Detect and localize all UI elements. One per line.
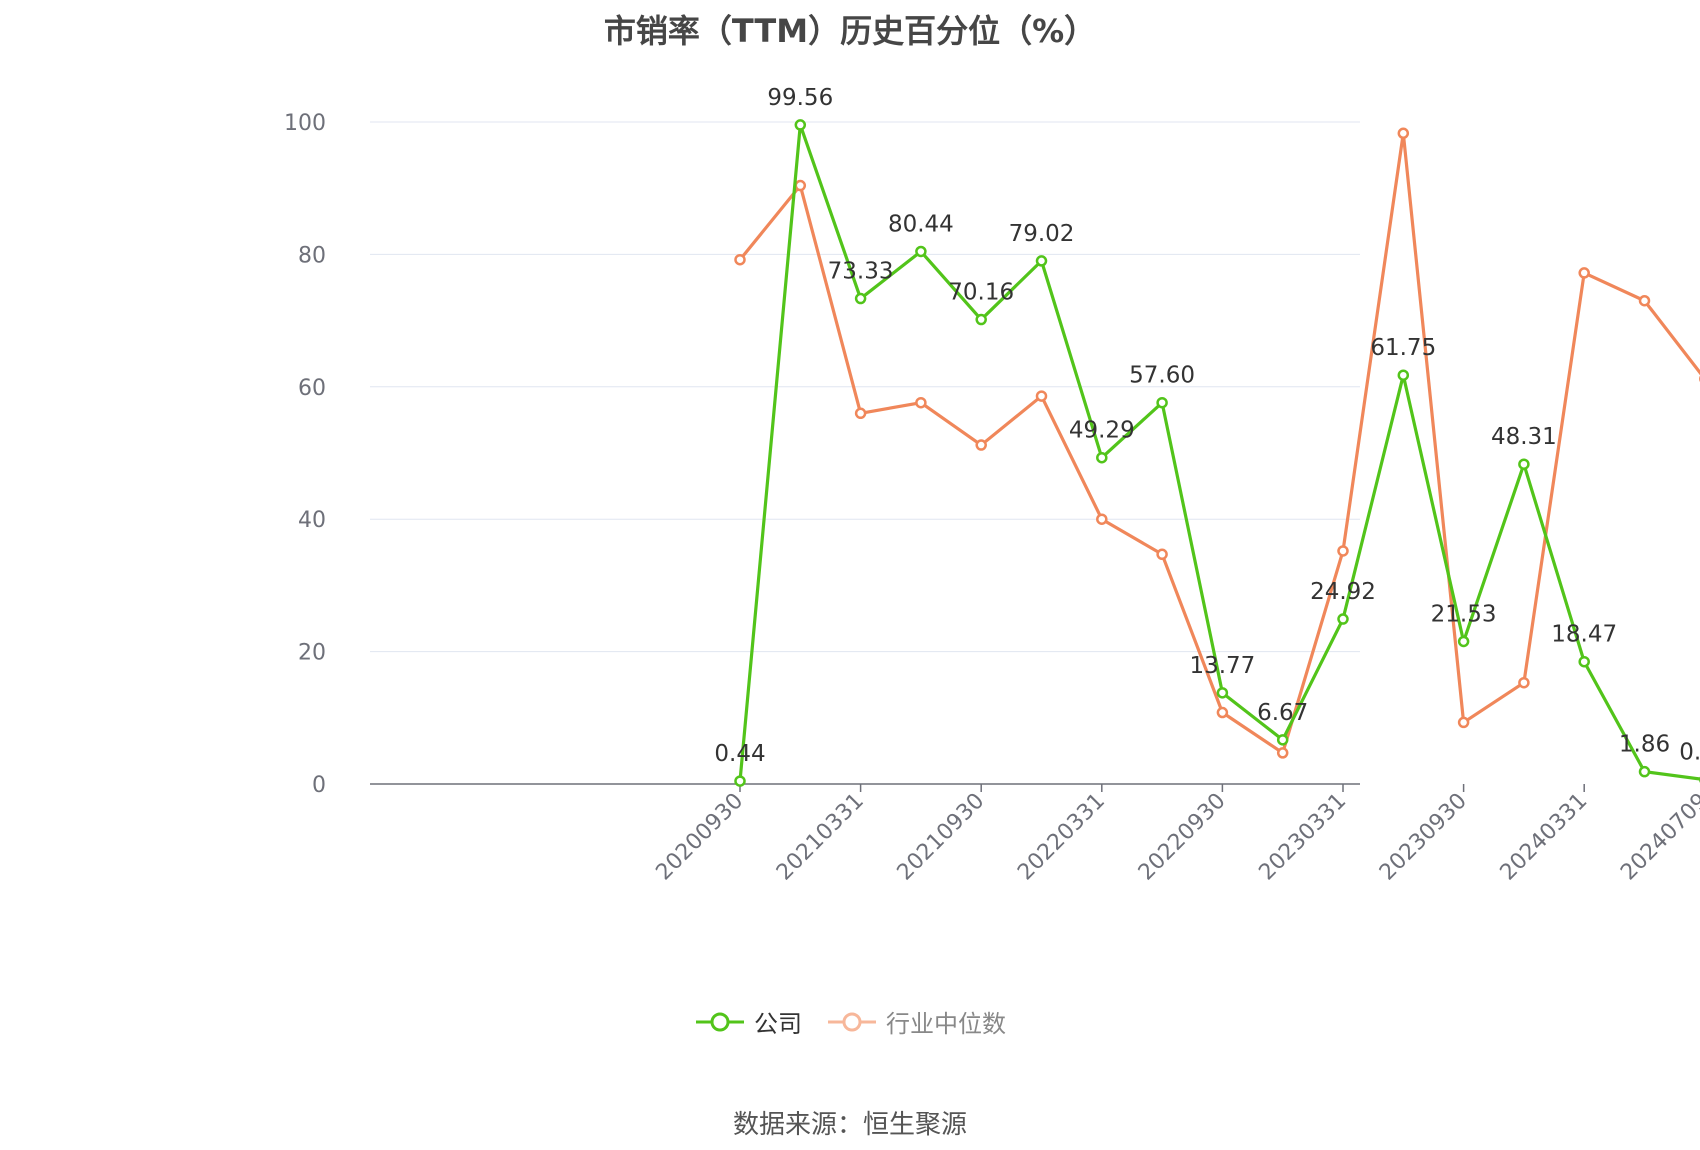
x-tick-label: 20200930: [651, 789, 748, 886]
industry-data-point: [1578, 267, 1590, 279]
legend-item-industry[interactable]: 行业中位数: [826, 1004, 1006, 1039]
company-data-label: 0.66: [1679, 740, 1700, 766]
industry-data-point: [1096, 513, 1108, 525]
legend-industry-line-icon: [828, 1012, 876, 1031]
y-tick-label: 60: [298, 376, 326, 401]
company-data-point: [975, 313, 987, 326]
company-data-point: [854, 292, 867, 305]
industry-data-point: [1337, 545, 1349, 557]
legend: 公司 行业中位数: [0, 1004, 1700, 1039]
x-tick-label: 20220930: [1134, 789, 1231, 886]
y-tick-label: 20: [298, 641, 326, 666]
company-data-label: 21.53: [1431, 601, 1497, 627]
company-data-label: 61.75: [1370, 335, 1436, 361]
industry-data-point: [1518, 676, 1530, 689]
industry-data-point: [1035, 390, 1048, 402]
company-data-point: [1638, 765, 1651, 778]
company-data-label: 57.60: [1129, 363, 1195, 389]
industry-data-point: [1276, 747, 1289, 759]
company-data-label: 73.33: [828, 259, 894, 285]
company-data-label: 99.56: [767, 85, 833, 111]
company-data-point: [1216, 687, 1229, 699]
data-source-note: 数据来源：恒生聚源: [732, 1110, 967, 1140]
industry-data-point: [1156, 548, 1168, 561]
company-series-line: [738, 123, 1700, 782]
legend-item-company[interactable]: 公司: [694, 1004, 802, 1039]
x-tick-label: 20240709: [1616, 789, 1700, 886]
x-tick-label: 20210930: [893, 789, 990, 886]
x-tick-label: 20230930: [1375, 789, 1472, 886]
company-data-label: 1.86: [1619, 732, 1670, 758]
industry-data-point: [1457, 716, 1470, 729]
company-data-point: [1156, 396, 1168, 409]
company-data-point: [1397, 369, 1410, 381]
company-data-point: [794, 119, 807, 131]
y-tick-label: 40: [298, 508, 326, 533]
legend-company-line-icon: [696, 1012, 744, 1031]
y-tick-label: 100: [284, 111, 326, 136]
company-data-point: [1518, 458, 1530, 470]
y-tick-label: 80: [298, 243, 326, 268]
company-data-label: 24.92: [1310, 579, 1376, 605]
company-data-point: [734, 775, 746, 787]
company-data-point: [1276, 734, 1289, 746]
legend-label-industry: 行业中位数: [886, 1010, 1006, 1038]
company-data-point: [915, 245, 927, 258]
x-tick-label: 20240331: [1496, 789, 1593, 886]
industry-data-point: [734, 253, 746, 266]
company-data-label: 48.31: [1491, 424, 1557, 450]
industry-data-point: [975, 439, 987, 451]
industry-data-point: [1397, 127, 1410, 140]
company-data-label: 70.16: [948, 280, 1014, 306]
company-data-label: 0.44: [714, 741, 765, 767]
industry-data-point: [915, 396, 927, 409]
y-tick-label: 0: [312, 773, 326, 798]
company-data-label: 13.77: [1189, 653, 1255, 679]
legend-label-company: 公司: [754, 1010, 802, 1038]
company-data-point: [1337, 613, 1349, 625]
company-data-point: [1457, 635, 1470, 648]
company-data-label: 6.67: [1257, 700, 1308, 726]
x-tick-label: 20230331: [1254, 789, 1351, 886]
company-data-point: [1035, 255, 1048, 267]
industry-data-point: [1638, 294, 1651, 307]
x-tick-label: 20210331: [772, 789, 869, 886]
company-data-point: [1096, 451, 1108, 464]
chart-title: 市销率（TTM）历史百分位（%）: [603, 12, 1097, 50]
company-data-label: 79.02: [1009, 221, 1075, 247]
company-data-label: 49.29: [1069, 418, 1135, 444]
company-data-label: 80.44: [888, 211, 954, 237]
company-data-point: [1578, 655, 1590, 668]
company-data-label: 18.47: [1551, 622, 1617, 648]
x-tick-label: 20220331: [1013, 789, 1110, 886]
industry-data-point: [794, 179, 807, 192]
industry-data-point: [1216, 706, 1229, 719]
industry-data-point: [854, 407, 867, 420]
